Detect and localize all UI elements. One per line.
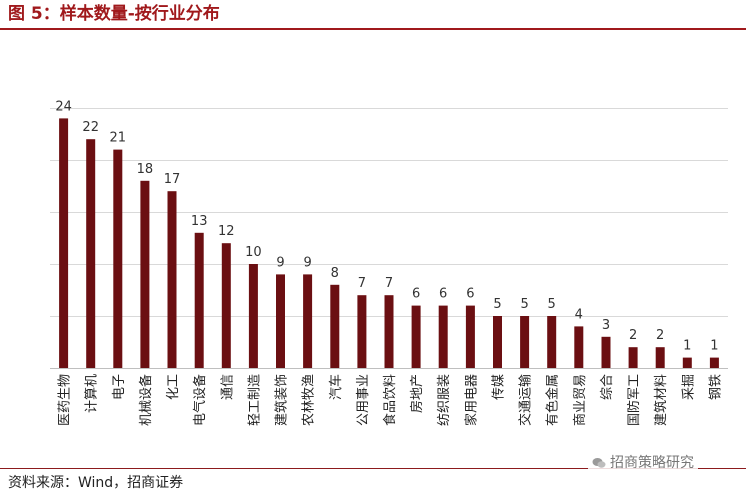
gridlines <box>50 108 728 369</box>
bar <box>465 305 475 368</box>
category-label: 采掘 <box>681 374 696 400</box>
bar <box>140 180 150 368</box>
category-label: 化工 <box>166 374 181 400</box>
category-label: 汽车 <box>328 374 344 400</box>
data-label: 4 <box>575 307 583 322</box>
bars <box>59 118 719 369</box>
data-label: 1 <box>710 339 718 354</box>
data-label: 13 <box>191 214 208 229</box>
bar <box>303 274 313 368</box>
data-label: 6 <box>439 287 447 302</box>
data-label: 9 <box>303 255 311 270</box>
bar <box>438 305 448 368</box>
category-label: 国防军工 <box>626 374 642 426</box>
category-label: 有色金属 <box>545 374 561 426</box>
watermark: 招商策略研究 <box>588 452 698 474</box>
data-label: 17 <box>164 172 181 187</box>
category-label: 电气设备 <box>192 374 208 426</box>
footer-divider <box>0 468 746 469</box>
category-label: 交通运输 <box>518 374 534 426</box>
data-label: 2 <box>629 328 637 343</box>
category-label: 建筑材料 <box>653 374 669 426</box>
title-divider <box>0 28 746 30</box>
bar <box>276 274 285 368</box>
data-label: 9 <box>276 255 284 270</box>
category-label: 传媒 <box>492 374 507 400</box>
data-label: 22 <box>82 120 99 135</box>
chart-title: 图 5：样本数量-按行业分布 <box>8 4 220 24</box>
category-label: 食品饮料 <box>382 374 398 426</box>
bar <box>682 357 692 368</box>
watermark-text: 招商策略研究 <box>610 455 694 471</box>
data-label: 5 <box>520 297 528 312</box>
category-label: 医药生物 <box>58 374 73 426</box>
category-label: 建筑装饰 <box>274 374 290 426</box>
bar <box>194 232 204 368</box>
bar <box>330 284 340 368</box>
source-note: 资料来源：Wind，招商证券 <box>8 475 184 491</box>
bar <box>574 326 584 368</box>
category-label: 公用事业 <box>356 374 371 426</box>
data-label: 24 <box>55 99 72 114</box>
data-label: 5 <box>493 297 501 312</box>
bar <box>628 347 638 368</box>
bar <box>113 149 123 368</box>
wechat-icon <box>592 458 606 468</box>
data-label: 6 <box>412 287 420 302</box>
category-label: 轻工制造 <box>247 374 262 426</box>
bar <box>86 139 96 368</box>
data-label: 18 <box>137 162 154 177</box>
bar <box>493 316 502 368</box>
data-label: 1 <box>683 339 691 354</box>
category-label: 商业贸易 <box>573 374 588 426</box>
data-label: 7 <box>385 276 393 291</box>
category-label: 钢铁 <box>708 374 723 400</box>
category-labels: 医药生物 计算机 电子 机械设备 化工 电气设备 通信 轻工制造 建筑装饰 农林牧渔 汽车 公用事业食… <box>58 374 724 426</box>
bar <box>248 264 258 368</box>
bar <box>59 118 69 369</box>
bar <box>221 243 231 368</box>
category-label: 通信 <box>220 374 235 400</box>
bar <box>709 357 719 368</box>
bar <box>167 191 177 368</box>
category-label: 综合 <box>600 374 615 400</box>
bar <box>384 295 394 368</box>
category-label: 机械设备 <box>138 374 154 426</box>
category-label: 房地产 <box>409 374 425 413</box>
bar <box>547 316 557 368</box>
data-label: 5 <box>548 297 556 312</box>
category-label: 电子 <box>112 374 127 400</box>
data-label: 7 <box>358 276 366 291</box>
category-label: 计算机 <box>85 374 100 413</box>
data-label: 8 <box>331 266 339 281</box>
category-label: 农林牧渔 <box>302 374 317 426</box>
data-label: 2 <box>656 328 664 343</box>
bar <box>655 347 665 368</box>
data-label: 21 <box>110 131 127 146</box>
data-label: 6 <box>466 287 474 302</box>
data-label: 12 <box>218 224 235 239</box>
data-label: 10 <box>245 245 262 260</box>
bar <box>520 316 530 368</box>
category-label: 纺织服装 <box>437 374 452 426</box>
data-label: 3 <box>602 318 610 333</box>
bar <box>411 305 421 368</box>
category-label: 家用电器 <box>463 374 479 426</box>
bar <box>601 336 611 368</box>
bar <box>357 295 367 368</box>
